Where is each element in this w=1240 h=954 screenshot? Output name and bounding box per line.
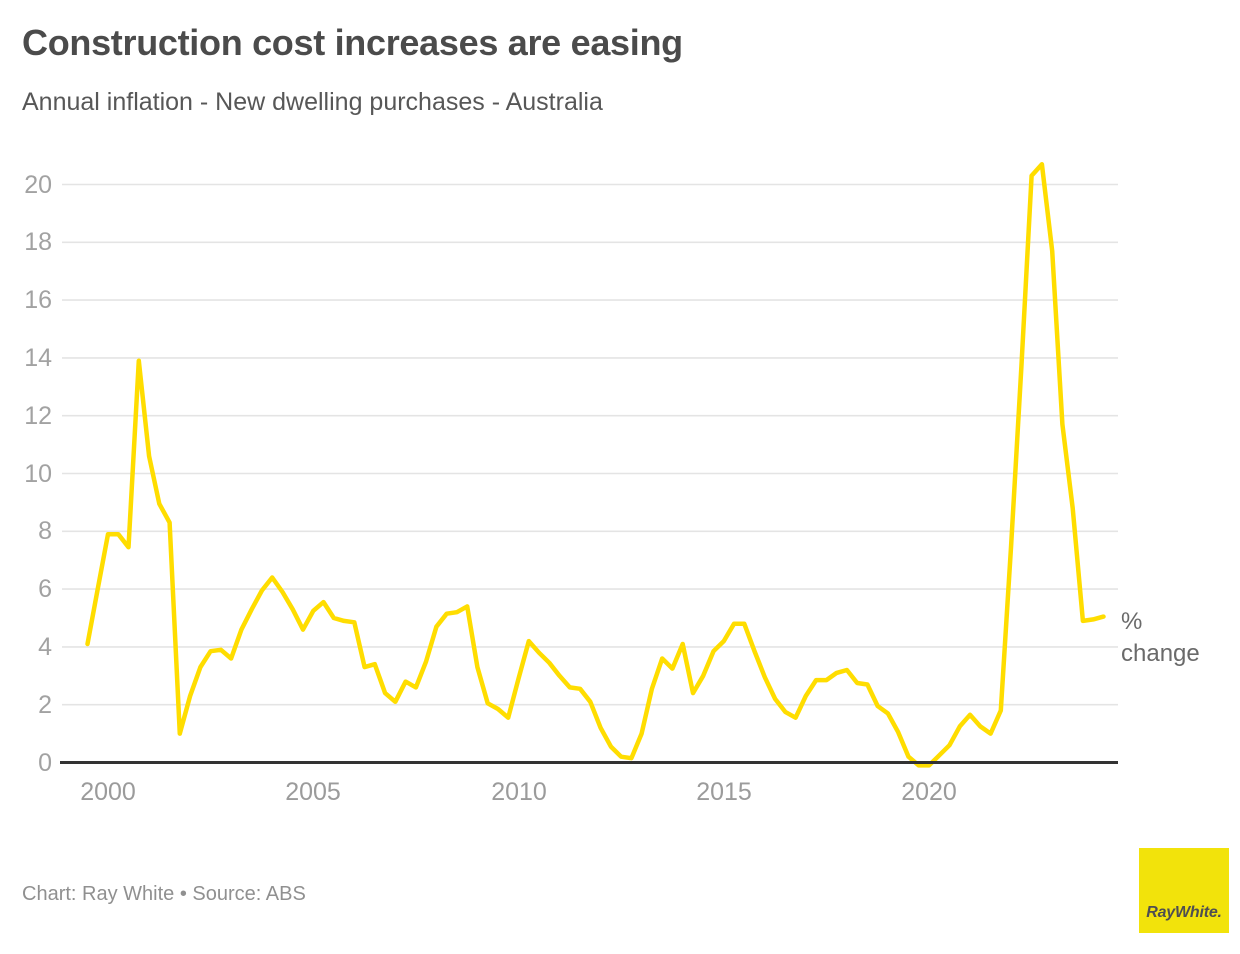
x-tick-label: 2015	[696, 778, 752, 806]
y-tick-label: 12	[24, 402, 52, 430]
x-tick-label: 2010	[491, 778, 547, 806]
x-tick-label: 2000	[80, 778, 136, 806]
y-tick-label: 0	[38, 749, 52, 777]
y-tick-label: 18	[24, 228, 52, 256]
inflation-line	[85, 162, 1106, 768]
y-tick-label: 10	[24, 460, 52, 488]
series-unit-label: % change	[1121, 608, 1200, 667]
chart-subtitle: Annual inflation - New dwelling purchase…	[22, 88, 603, 116]
y-tick-label: 6	[38, 575, 52, 603]
chart-source-credit: Chart: Ray White • Source: ABS	[22, 883, 306, 905]
chart-title: Construction cost increases are easing	[22, 22, 683, 63]
y-tick-label: 4	[38, 633, 52, 661]
y-tick-label: 20	[24, 171, 52, 199]
y-tick-label: 8	[38, 517, 52, 545]
raywhite-logo-text: RayWhite.	[1146, 904, 1222, 921]
y-tick-label: 2	[38, 691, 52, 719]
y-tick-label: 16	[24, 286, 52, 314]
x-tick-label: 2020	[901, 778, 957, 806]
x-tick-label: 2005	[285, 778, 341, 806]
raywhite-logo: RayWhite.	[1139, 848, 1229, 933]
y-tick-label: 14	[24, 344, 52, 372]
